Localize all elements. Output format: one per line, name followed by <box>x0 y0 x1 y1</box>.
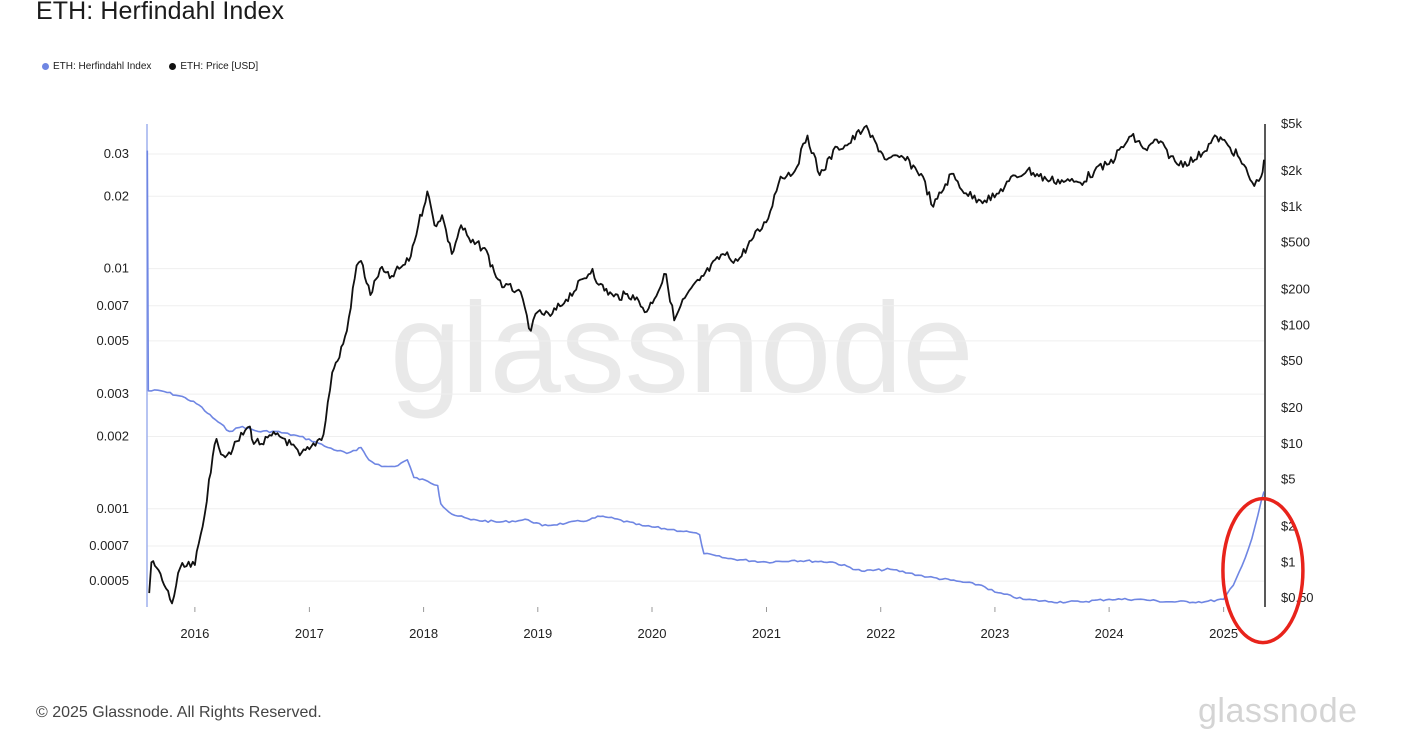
y-right-tick-label: $5k <box>1281 116 1302 131</box>
x-tick-label: 2020 <box>638 626 667 641</box>
y-left-tick-label: 0.007 <box>96 298 129 313</box>
y-left-tick-label: 0.0007 <box>89 538 129 553</box>
y-right-tick-label: $200 <box>1281 282 1310 297</box>
y-right-tick-label: $1k <box>1281 199 1302 214</box>
y-right-tick-label: $10 <box>1281 436 1303 451</box>
x-tick-label: 2021 <box>752 626 781 641</box>
x-tick-label: 2022 <box>866 626 895 641</box>
y-left-tick-label: 0.005 <box>96 333 129 348</box>
legend-swatch-herfindahl <box>42 63 49 70</box>
y-left-tick-label: 0.002 <box>96 428 129 443</box>
annotation-layer <box>1221 496 1305 645</box>
x-tick-label: 2024 <box>1095 626 1124 641</box>
series-line-eth-price[interactable] <box>148 124 1265 605</box>
legend-label-price: ETH: Price [USD] <box>180 61 259 72</box>
y-right-tick-label: $2k <box>1281 163 1302 178</box>
x-tick-label: 2019 <box>523 626 552 641</box>
y-left-tick-label: 0.003 <box>96 386 129 401</box>
series-lines[interactable] <box>146 124 1265 605</box>
x-tick-label: 2016 <box>180 626 209 641</box>
y-right-tick-label: $0.50 <box>1281 590 1314 605</box>
y-right-tick-label: $50 <box>1281 353 1303 368</box>
y-right-tick-label: $5 <box>1281 472 1295 487</box>
legend-swatch-price <box>169 63 177 70</box>
highlight-ellipse <box>1221 496 1305 645</box>
page-title: ETH: Herfindahl Index <box>36 0 285 25</box>
footer-copyright: © 2025 Glassnode. All Rights Reserved. <box>36 704 322 721</box>
x-tick-label: 2025 <box>1209 626 1238 641</box>
grid-lines <box>147 153 1264 582</box>
y-right-tick-label: $1 <box>1281 554 1295 569</box>
y-right-tick-label: $100 <box>1281 317 1310 332</box>
y-left-tick-label: 0.02 <box>104 188 129 203</box>
footer-logo: glassnode <box>1198 692 1358 730</box>
chart-legend: ETH: Herfindahl Index ETH: Price [USD] <box>42 61 258 72</box>
y-left-tick-label: 0.01 <box>104 261 129 276</box>
y-right-tick-label: $500 <box>1281 235 1310 250</box>
legend-item-herfindahl[interactable]: ETH: Herfindahl Index <box>42 61 151 72</box>
legend-item-price[interactable]: ETH: Price [USD] <box>169 61 258 72</box>
y-left-tick-label: 0.03 <box>104 146 129 161</box>
x-tick-label: 2017 <box>295 626 324 641</box>
y-right-tick-label: $20 <box>1281 400 1303 415</box>
y-left-tick-label: 0.0005 <box>89 573 129 588</box>
tick-labels: 0.03 0.02 0.01 0.007 0.005 0.003 0.002 0.001 0.0… <box>89 116 1313 641</box>
x-tick-label: 2023 <box>980 626 1009 641</box>
legend-label-herfindahl: ETH: Herfindahl Index <box>53 61 152 72</box>
watermark-text: glassnode <box>390 277 974 420</box>
series-line-herfindahl-index[interactable] <box>146 150 1265 604</box>
x-tick-label: 2018 <box>409 626 438 641</box>
y-left-tick-label: 0.001 <box>96 501 129 516</box>
